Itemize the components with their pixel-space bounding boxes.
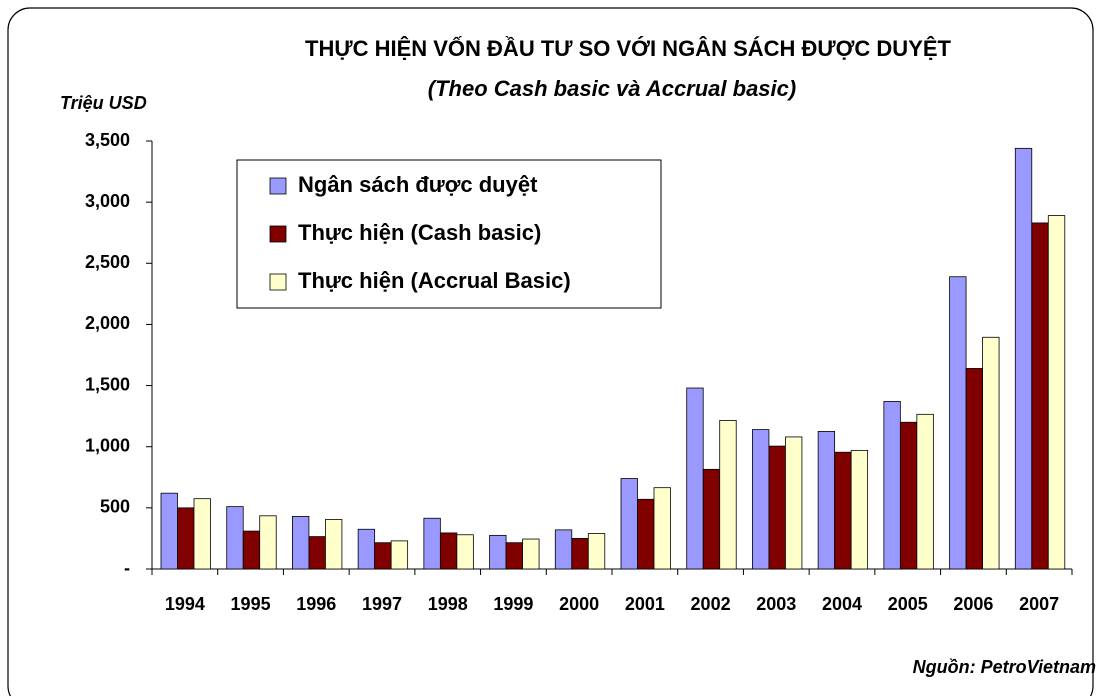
bar bbox=[785, 436, 803, 570]
bar bbox=[834, 451, 852, 570]
bar bbox=[259, 515, 277, 570]
x-tick-label: 1996 bbox=[296, 594, 336, 614]
bar bbox=[719, 420, 737, 570]
x-tick-label: 2003 bbox=[756, 594, 796, 614]
bar bbox=[292, 516, 310, 570]
bar bbox=[456, 534, 474, 570]
bar bbox=[965, 368, 983, 570]
legend-label: Thực hiện (Accrual Basic) bbox=[298, 268, 571, 293]
x-tick-label: 1994 bbox=[165, 594, 205, 614]
x-tick-label: 2006 bbox=[953, 594, 993, 614]
y-tick-label: - bbox=[124, 558, 130, 578]
bar bbox=[193, 498, 211, 570]
y-tick-label: 3,000 bbox=[85, 191, 130, 211]
x-tick-label: 2000 bbox=[559, 594, 599, 614]
chart-subtitle: (Theo Cash basic và Accrual basic) bbox=[428, 76, 796, 101]
bar bbox=[439, 532, 458, 570]
x-tick-label: 2002 bbox=[691, 594, 731, 614]
bar bbox=[1014, 147, 1033, 570]
y-tick-label: 500 bbox=[100, 497, 130, 517]
x-tick-label: 1995 bbox=[231, 594, 271, 614]
bar bbox=[817, 431, 836, 570]
bar bbox=[374, 542, 392, 570]
y-tick-label: 2,000 bbox=[85, 313, 130, 333]
bar bbox=[505, 542, 523, 570]
x-tick-label: 2001 bbox=[625, 594, 665, 614]
bar bbox=[899, 421, 918, 570]
bar bbox=[752, 429, 770, 570]
bar bbox=[702, 468, 721, 570]
bar bbox=[571, 538, 589, 570]
y-tick-label: 2,500 bbox=[85, 252, 130, 272]
source: Nguồn: PetroVietnam bbox=[913, 657, 1096, 677]
bar bbox=[1047, 215, 1066, 570]
bar bbox=[423, 517, 441, 570]
x-tick-label: 1997 bbox=[362, 594, 402, 614]
legend-box bbox=[236, 159, 662, 309]
legend-label: Thực hiện (Cash basic) bbox=[298, 220, 541, 245]
bar bbox=[620, 478, 638, 570]
x-tick-label: 2004 bbox=[822, 594, 862, 614]
bar bbox=[686, 387, 704, 570]
bar bbox=[883, 401, 901, 570]
legend-swatch bbox=[269, 225, 287, 243]
bar bbox=[982, 336, 1000, 570]
legend-swatch bbox=[269, 273, 287, 291]
bar bbox=[587, 533, 606, 570]
bar bbox=[308, 536, 326, 570]
bar bbox=[653, 487, 671, 570]
bar bbox=[226, 506, 244, 570]
y-tick-label: 3,500 bbox=[85, 130, 130, 150]
y-tick-label: 1,500 bbox=[85, 374, 130, 394]
bar bbox=[489, 534, 507, 570]
x-tick-label: 2005 bbox=[888, 594, 928, 614]
bar bbox=[1031, 222, 1049, 570]
x-tick-label: 1999 bbox=[493, 594, 533, 614]
x-tick-label: 2007 bbox=[1019, 594, 1059, 614]
bar bbox=[768, 445, 786, 570]
bar bbox=[637, 498, 655, 570]
bar bbox=[522, 538, 540, 570]
bar bbox=[242, 530, 261, 570]
y-tick-label: 1,000 bbox=[85, 435, 130, 455]
legend-label: Ngân sách được duyệt bbox=[298, 172, 538, 197]
bar bbox=[390, 540, 409, 570]
y-axis-label: Triệu USD bbox=[60, 93, 147, 113]
bar bbox=[160, 492, 178, 570]
x-tick-label: 1998 bbox=[428, 594, 468, 614]
bar bbox=[357, 528, 376, 570]
frame bbox=[7, 7, 1094, 696]
bar bbox=[325, 519, 343, 570]
bar bbox=[850, 449, 869, 570]
legend-swatch bbox=[269, 177, 287, 195]
chart-title: THỰC HIỆN VỐN ĐẦU TƯ SO VỚI NGÂN SÁCH ĐƯ… bbox=[305, 35, 952, 61]
bar bbox=[554, 529, 573, 570]
bar bbox=[949, 276, 967, 570]
bar bbox=[916, 413, 934, 570]
bar bbox=[177, 507, 195, 570]
